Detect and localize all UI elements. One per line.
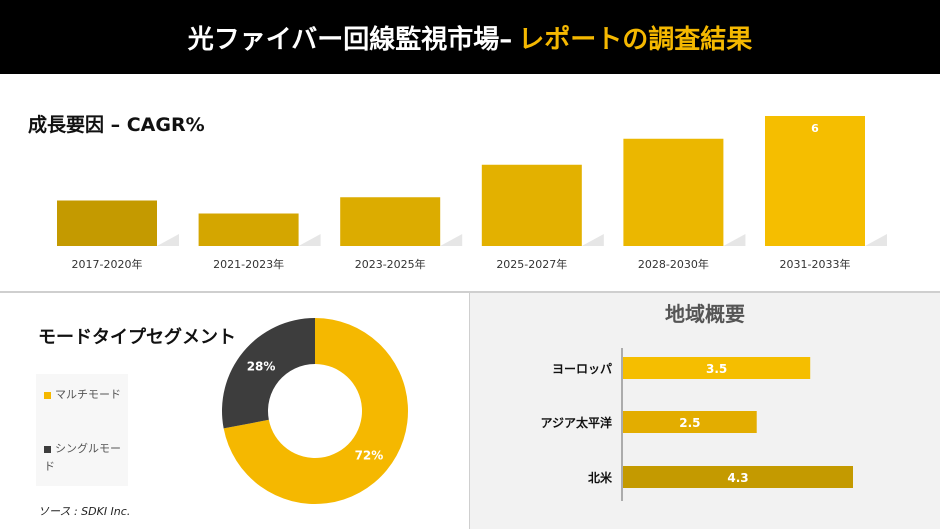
y-tick-label: ヨーロッパ (552, 362, 612, 376)
bar-shadow (581, 234, 604, 246)
x-tick-label: 2017-2020年 (72, 257, 143, 271)
data-label: 3.5 (706, 362, 727, 376)
legend-item-singlemode: シングルモード (44, 440, 128, 476)
data-label: 2.5 (679, 416, 700, 430)
region-bar-chart: ヨーロッパ 3.5 アジア太平洋 2.5 北米 4.3 (540, 348, 853, 501)
header-banner: 光ファイバー回線監視市場– レポートの調査結果 (0, 0, 940, 74)
growth-bar-chart: 2017-2020年 2021-2023年 2023-2025年 2025-2027年… (57, 116, 887, 271)
section-divider (0, 291, 940, 293)
mode-legend: マルチモード シングルモード (36, 374, 128, 486)
legend-label: マルチモード (55, 388, 121, 401)
bar-shadow (723, 234, 746, 246)
source-note: ソース : SDKI Inc. (38, 505, 131, 518)
growth-bar (765, 116, 865, 246)
bar-shadow (298, 234, 321, 246)
bar-shadow (440, 234, 463, 246)
growth-chart-title: 成長要因 – CAGR% (28, 114, 205, 136)
legend-swatch-multimode (44, 391, 51, 399)
slice-label: 72% (355, 449, 384, 463)
bar-shadow (865, 234, 887, 246)
x-tick-label: 2021-2023年 (213, 257, 284, 271)
slice-label: 28% (247, 359, 276, 373)
donut-slice (223, 318, 408, 504)
region-chart-title: 地域概要 (665, 302, 745, 326)
header-title: 光ファイバー回線監視市場– (187, 24, 513, 55)
legend-item-multimode: マルチモード (44, 386, 121, 404)
growth-bar (198, 213, 299, 246)
vertical-divider (469, 293, 470, 529)
region-bar (623, 357, 811, 379)
x-tick-label: 2031-2033年 (780, 257, 851, 271)
growth-bar (481, 164, 582, 246)
region-bar (623, 466, 853, 488)
y-tick-label: アジア太平洋 (540, 415, 612, 430)
legend-swatch-singlemode (44, 445, 51, 453)
donut-slice (222, 318, 315, 429)
legend-label: シングルモード (44, 442, 121, 473)
mode-donut-chart: 72% 28% (222, 318, 408, 504)
growth-bar (57, 200, 157, 246)
bar-shadow (157, 234, 179, 246)
data-label: 6 (811, 122, 819, 135)
data-label: 4.3 (727, 471, 748, 485)
x-tick-label: 2023-2025年 (355, 257, 426, 271)
x-tick-label: 2028-2030年 (638, 257, 709, 271)
growth-bar (623, 138, 724, 246)
x-tick-label: 2025-2027年 (496, 257, 567, 271)
growth-bar (340, 197, 441, 246)
y-tick-label: 北米 (588, 470, 613, 485)
mode-chart-title: モードタイプセグメント (38, 327, 236, 348)
region-bar (623, 411, 757, 433)
header-title-accent: レポートの調査結果 (518, 24, 753, 55)
